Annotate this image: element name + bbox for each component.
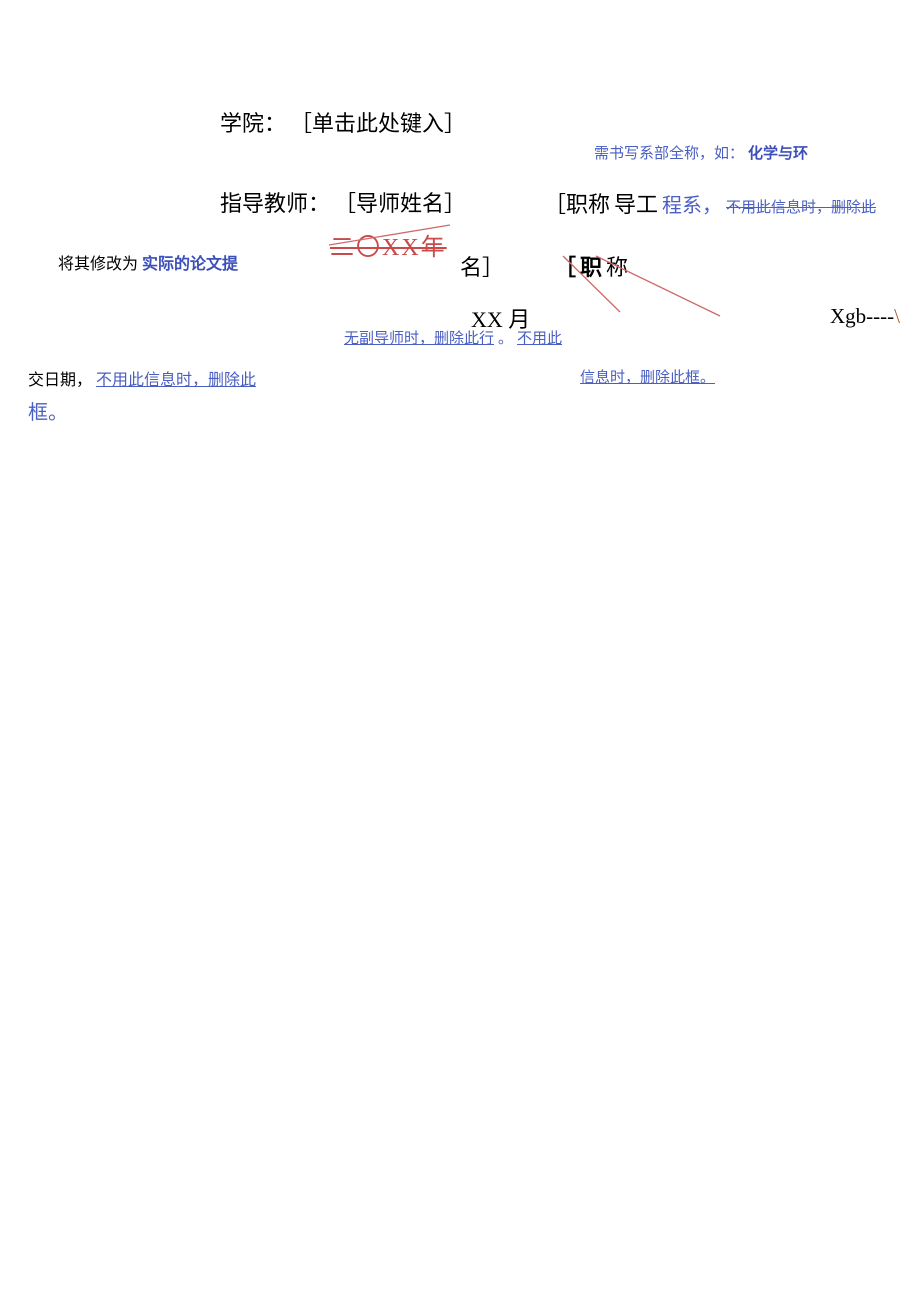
placeholder-advisor-name[interactable]: ［导师姓名］ bbox=[334, 191, 466, 216]
fragment-title-bracket: ［ 职 称 bbox=[554, 250, 630, 282]
label-advisor: 指导教师： bbox=[220, 191, 330, 216]
bracket-title-prefix: ［职称 bbox=[544, 192, 610, 217]
note-college-bold: 化学与环 bbox=[748, 146, 808, 162]
placeholder-college[interactable]: ［单击此处键入］ bbox=[290, 111, 466, 136]
note-college-fullname: 需书写系部全称，如： 化学与环 bbox=[594, 142, 808, 163]
left-tail-a: 交日期， bbox=[28, 372, 92, 389]
frag-title-bold: 职 bbox=[580, 255, 602, 280]
note-no-co-advisor-b: 不用此 bbox=[517, 331, 562, 347]
frag-title-rest: 称 bbox=[606, 255, 630, 280]
date-year-struck: 二〇XX年 bbox=[330, 227, 447, 262]
fragment-name-close-bracket: 名］ bbox=[460, 250, 504, 282]
note-no-co-advisor-a: 无副导师时，删除此行 bbox=[344, 331, 494, 347]
frag-xgb-black: Xgb---- bbox=[830, 304, 894, 328]
right-note-text: 信息时，删除此框。 bbox=[580, 370, 715, 386]
label-college: 学院： bbox=[220, 111, 286, 136]
frag-name-text: 名］ bbox=[460, 255, 504, 280]
cont-black: 导工 bbox=[614, 192, 658, 217]
left-tail-b: 不用此信息时，删除此 bbox=[96, 372, 256, 389]
left-tail-c: 框。 bbox=[28, 402, 68, 424]
frag-modify-part2: 实际的论文提 bbox=[142, 256, 238, 273]
fragment-xgb: Xgb----\ bbox=[830, 304, 900, 329]
note-delete-this-box: 信息时，删除此框。 bbox=[580, 366, 715, 387]
row-advisor-title-fragment: ［职称 导工 程系， 不用此信息时，删除此 bbox=[544, 187, 876, 219]
row-college: 学院： ［单击此处键入］ bbox=[220, 106, 466, 138]
strike-tail-row2: 不用此信息时，删除此 bbox=[726, 200, 876, 216]
row-advisor: 指导教师： ［导师姓名］ bbox=[220, 186, 466, 218]
frag-xgb-russet: \ bbox=[894, 304, 900, 328]
note-college-prefix: 需书写系部全称，如： bbox=[594, 146, 744, 162]
date-year-text: 二〇XX年 bbox=[330, 235, 447, 261]
fragment-submit-date-line2: 框。 bbox=[28, 396, 68, 425]
cont-blue: 程系， bbox=[662, 195, 722, 217]
note-no-co-advisor-dot: 。 bbox=[498, 331, 513, 347]
frag-modify-part1: 将其修改为 bbox=[58, 256, 138, 273]
note-no-co-advisor: 无副导师时，删除此行 。 不用此 bbox=[344, 327, 562, 348]
fragment-submit-date-line1: 交日期， 不用此信息时，删除此 bbox=[28, 366, 256, 390]
frag-title-bracket-open: ［ bbox=[554, 255, 576, 280]
fragment-modify-actual: 将其修改为 实际的论文提 bbox=[58, 250, 238, 274]
